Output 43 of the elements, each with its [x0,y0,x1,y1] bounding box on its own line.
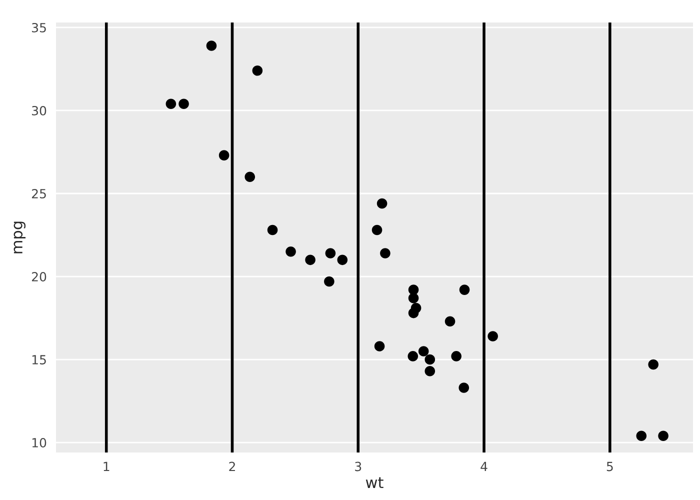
point [451,351,462,362]
point [218,150,230,160]
point [424,366,436,376]
point [325,248,336,258]
point [337,254,348,266]
point [178,98,189,109]
x-tick-label: 4 [480,462,488,472]
point [408,351,418,362]
point [305,254,316,266]
point [376,198,388,209]
point [408,284,419,295]
point [424,354,436,365]
y-tick-label: 15 [32,355,46,364]
point [418,346,429,356]
point [408,308,419,318]
point [459,284,470,295]
point [380,248,390,258]
point [372,224,382,236]
x-tick-label: 3 [355,462,362,472]
x-tick-label: 2 [229,462,235,472]
point [166,98,176,109]
x-tick-label: 1 [104,462,110,472]
point [458,382,470,393]
x-tick-label: 5 [606,462,613,472]
point [286,246,296,257]
y-tick-label: 20 [32,272,46,282]
y-tick-label: 25 [32,188,46,198]
point [374,341,385,352]
x-axis-title: wt [366,477,384,488]
point [206,40,217,51]
point [267,224,278,236]
point [444,316,456,326]
point [488,331,498,342]
y-tick-label: 10 [32,438,46,448]
point [636,430,647,442]
point [658,430,668,442]
y-tick-label: 35 [32,22,46,32]
point [648,359,658,370]
y-tick-label: 30 [32,106,46,116]
point [244,172,256,182]
point [324,276,334,287]
point [252,65,263,76]
y-axis-title: mpg [14,222,26,254]
